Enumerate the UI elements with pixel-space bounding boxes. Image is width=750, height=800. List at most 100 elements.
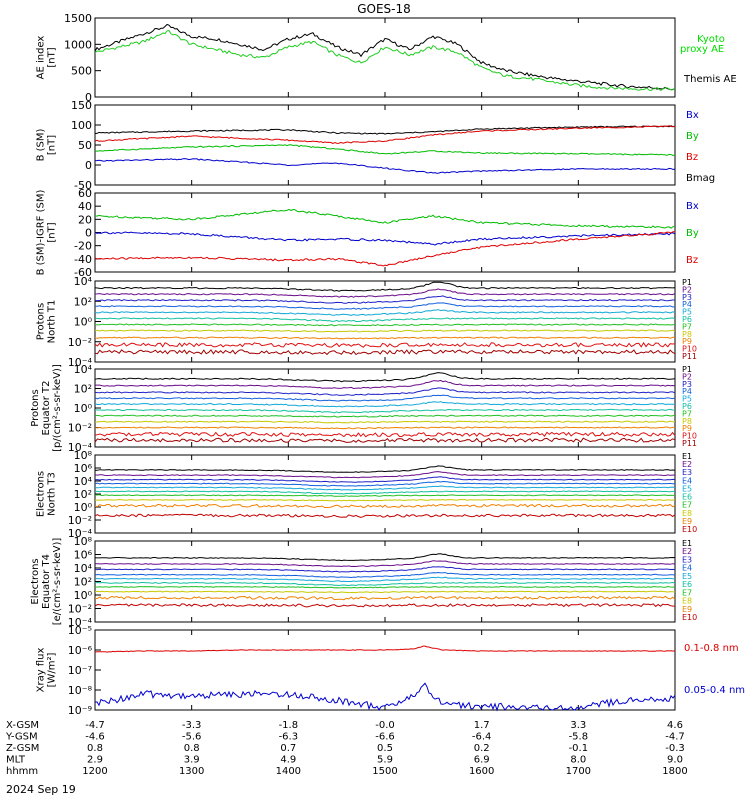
y-tick-label: 10⁴: [74, 562, 93, 575]
legend-channel-e1: E6: [682, 493, 692, 502]
series-line-bx: [94, 231, 676, 246]
y-tick-label: -20: [74, 240, 92, 253]
legend-channel-e2: E10: [682, 613, 697, 622]
ephemeris-value: 8.0: [570, 755, 586, 766]
ephemeris-value: -4.6: [85, 732, 105, 743]
channel-line-e5: [94, 485, 676, 491]
ephemeris-value: -6.6: [375, 732, 395, 743]
ephemeris-value: 1800: [662, 766, 687, 777]
y-axis-label: North T3: [47, 472, 58, 516]
channel-line-p6: [94, 408, 676, 414]
channel-line-p6: [94, 317, 676, 323]
y-tick-label: 40: [78, 200, 92, 213]
ephemeris-row-label: X-GSM: [6, 720, 39, 731]
y-tick-label: 10⁻⁴: [68, 616, 93, 629]
legend-kyoto: Kyoto: [697, 34, 725, 45]
y-tick-label: 10⁰: [74, 589, 93, 602]
channel-line-p7: [94, 414, 676, 418]
legend-channel-e1: E10: [682, 525, 697, 534]
channel-line-e8: [94, 590, 676, 594]
legend-channel-p2: P11: [682, 439, 697, 448]
ephemeris-row-label: Y-GSM: [5, 732, 38, 743]
channel-line-e10: [94, 603, 676, 608]
channel-line-p8: [95, 329, 676, 333]
legend-xray-short: 0.05-0.4 nm: [684, 685, 745, 696]
legend-channel-p2: P6: [682, 402, 692, 411]
legend-channel-e1: E2: [682, 460, 692, 469]
channel-line-p1: [94, 372, 676, 383]
legend-channel-e2: E1: [682, 539, 692, 548]
ephemeris-value: 5.9: [377, 755, 393, 766]
channel-line-p2: [95, 379, 676, 390]
y-tick-label: 10⁸: [74, 449, 93, 462]
ephemeris-value: -5.8: [569, 732, 589, 743]
channel-line-e6: [94, 581, 676, 587]
y-axis-label: Electrons: [36, 471, 47, 517]
y-tick-label: -40: [74, 253, 92, 266]
channel-line-p3: [94, 387, 676, 396]
legend-channel-p1: P2: [682, 285, 692, 294]
legend-bsm: Bz: [686, 152, 698, 163]
legend-channel-p1: P10: [682, 345, 697, 354]
ephemeris-value: 0.2: [474, 743, 490, 754]
y-axis-label: [p/(cm²-s-sr-keV)]: [52, 364, 63, 452]
panel-2: -50 0 50 100 150 B (SM) [nT]: [36, 99, 676, 192]
y-axis-label: [W/m²]: [47, 652, 58, 687]
channel-line-p10: [94, 341, 676, 348]
ephemeris-value: -6.3: [279, 732, 299, 743]
ephemeris-value: 3.3: [570, 720, 586, 731]
y-tick-label: 150: [71, 99, 92, 112]
panel-frame: [94, 17, 676, 98]
ephemeris-value: 1400: [276, 766, 301, 777]
channel-line-p3: [95, 295, 675, 304]
y-tick-label: 20: [78, 213, 92, 226]
ephemeris-row-label: Z-GSM: [6, 743, 39, 754]
legend-channel-p1: P6: [682, 315, 692, 324]
legend-channel-e1: E5: [682, 484, 692, 493]
y-axis-label: Equator T2: [41, 381, 52, 436]
y-axis-label: B (SM)-IGRF (SM): [36, 190, 47, 276]
y-tick-label: 10²: [74, 383, 92, 396]
legend-channel-e2: E4: [682, 564, 692, 573]
channel-line-p11: [94, 349, 676, 356]
channel-line-e4: [94, 480, 676, 487]
ephemeris-value: 1300: [179, 766, 204, 777]
y-axis-label: [e/(cm²-s-sr-keV)]: [52, 538, 63, 626]
ephemeris-value: -3.3: [182, 720, 202, 731]
legend-channel-p1: P3: [682, 293, 692, 302]
y-tick-label: 10⁰: [74, 501, 93, 514]
legend-channel-p2: P3: [682, 380, 692, 389]
legend-channel-p1: P7: [682, 322, 692, 331]
ephemeris-value: -4.7: [85, 720, 105, 731]
series-line-by: [94, 208, 676, 229]
channel-line-p9: [94, 426, 676, 430]
legend-channel-p2: P9: [682, 424, 692, 433]
channel-line-e8: [94, 498, 676, 502]
y-tick-label: -50: [74, 179, 92, 192]
ephemeris-value: 1700: [566, 766, 591, 777]
channel-line-e1: [94, 465, 676, 473]
legend-channel-p2: P2: [682, 372, 692, 381]
legend-bigrf: Bx: [686, 201, 699, 212]
y-axis-label: Electrons: [30, 558, 41, 604]
y-tick-label: 10⁻²: [68, 336, 92, 349]
legend-channel-p2: P4: [682, 387, 692, 396]
y-tick-label: 0: [85, 159, 92, 172]
ephemeris-value: 3.9: [184, 755, 200, 766]
legend-channel-p1: P5: [682, 308, 692, 317]
ephemeris-value: 1500: [372, 766, 397, 777]
ephemeris-value: 6.9: [474, 755, 490, 766]
legend-channel-p1: P11: [682, 352, 697, 361]
legend-channel-p2: P1: [682, 365, 692, 374]
ephemeris-value: 1600: [469, 766, 494, 777]
legend-channel-e1: E3: [682, 468, 692, 477]
legend-channel-e2: E9: [682, 605, 692, 614]
legend-channel-p1: P1: [682, 278, 692, 287]
channel-line-p10: [94, 431, 676, 438]
ephemeris-axis: X-GSM -4.7 -3.3 -1.8 -0.0 1.7 3.3 4.6Y-GSM -4.6-…: [5, 720, 688, 777]
legend-channel-p1: P8: [682, 330, 692, 339]
y-axis-label: [nT]: [47, 222, 58, 242]
panel-1: 0 500 1000 1500 AE index [nT]: [36, 12, 676, 104]
legend-proxy-ae: proxy AE: [680, 44, 724, 55]
